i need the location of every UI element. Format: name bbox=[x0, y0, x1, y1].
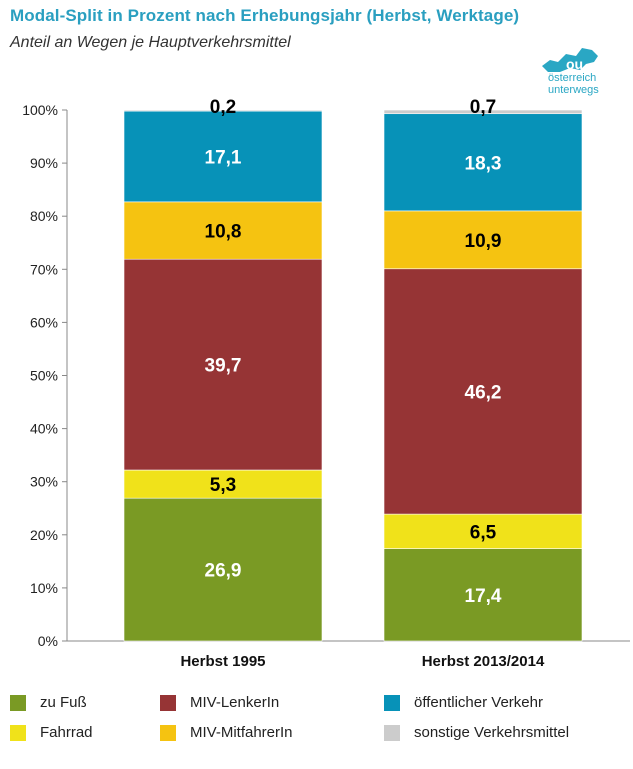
legend-label: zu Fuß bbox=[40, 694, 87, 711]
y-tick-label: 0% bbox=[38, 633, 58, 649]
data-label: 5,3 bbox=[210, 475, 236, 496]
legend-label: sonstige Verkehrsmittel bbox=[414, 724, 570, 741]
data-label: 0,7 bbox=[470, 97, 496, 118]
legend-label: öffentlicher Verkehr bbox=[414, 694, 543, 711]
bar-segment bbox=[123, 258, 323, 471]
y-tick-label: 70% bbox=[30, 261, 58, 277]
chart-title: Modal-Split in Prozent nach Erhebungsjah… bbox=[10, 6, 520, 25]
legend-item: öffentlicher Verkehr bbox=[384, 694, 543, 711]
y-tick-label: 30% bbox=[30, 474, 58, 490]
legend-swatch bbox=[160, 694, 176, 711]
svg-text:ou: ou bbox=[566, 56, 583, 72]
bar-segment bbox=[383, 548, 583, 642]
bar-segment bbox=[383, 210, 583, 270]
y-tick-label: 80% bbox=[30, 208, 58, 224]
data-label: 10,8 bbox=[205, 222, 242, 243]
logo-line-2: unterwegs bbox=[548, 84, 599, 96]
bar-segment bbox=[123, 469, 323, 499]
y-tick-label: 90% bbox=[30, 155, 58, 171]
logo-line-1: österreich bbox=[548, 72, 597, 84]
data-label: 10,9 bbox=[465, 231, 502, 252]
y-tick-label: 50% bbox=[30, 368, 58, 384]
legend-item: zu Fuß bbox=[10, 694, 87, 711]
data-label: 0,2 bbox=[210, 97, 236, 118]
legend-item: sonstige Verkehrsmittel bbox=[384, 724, 569, 741]
legend-item: MIV-LenkerIn bbox=[160, 694, 279, 711]
legend-swatch bbox=[384, 694, 400, 711]
legend-item: MIV-MitfahrerIn bbox=[160, 724, 293, 741]
bar-segment bbox=[123, 201, 323, 260]
bar-segment bbox=[383, 113, 583, 212]
stacked-bar-chart: 0% 10% 20% 30% 40% 50% 60% 70% 80% 90% 100% 26,9 5,3… bbox=[22, 97, 630, 670]
y-tick-label: 60% bbox=[30, 314, 58, 330]
legend-swatch bbox=[10, 724, 26, 741]
y-tick-label: 40% bbox=[30, 421, 58, 437]
legend: zu Fuß Fahrrad MIV-LenkerIn MIV-MitfahrerIn… bbox=[0, 680, 633, 760]
bar-segment bbox=[383, 268, 583, 515]
y-tick-label: 20% bbox=[30, 527, 58, 543]
legend-label: MIV-LenkerIn bbox=[190, 694, 280, 711]
bar-segment bbox=[123, 109, 323, 112]
x-category-label: Herbst 2013/2014 bbox=[422, 653, 545, 670]
oesterreich-unterwegs-logo: ou bbox=[542, 48, 598, 72]
bar-segment bbox=[383, 109, 583, 115]
bar-segment bbox=[123, 497, 323, 642]
data-label: 6,5 bbox=[470, 522, 497, 543]
data-label: 17,4 bbox=[465, 586, 502, 607]
legend-swatch bbox=[384, 724, 400, 741]
data-label: 26,9 bbox=[205, 561, 242, 582]
chart-subtitle: Anteil an Wegen je Hauptverkehrsmittel bbox=[10, 34, 291, 51]
legend-label: MIV-MitfahrerIn bbox=[190, 724, 293, 741]
y-tick-label: 10% bbox=[30, 580, 58, 596]
y-tick-label: 100% bbox=[22, 102, 58, 118]
data-label: 39,7 bbox=[205, 356, 242, 377]
legend-swatch bbox=[160, 724, 176, 741]
data-label: 18,3 bbox=[465, 153, 502, 174]
legend-item: Fahrrad bbox=[10, 724, 93, 741]
data-label: 46,2 bbox=[465, 382, 502, 403]
logo-text: österreich unterwegs bbox=[548, 72, 599, 96]
bar-segment bbox=[123, 110, 323, 203]
data-label: 17,1 bbox=[205, 147, 242, 168]
legend-swatch bbox=[10, 694, 26, 711]
x-category-label: Herbst 1995 bbox=[180, 653, 265, 670]
bar-segment bbox=[383, 513, 583, 549]
legend-label: Fahrrad bbox=[40, 724, 93, 741]
